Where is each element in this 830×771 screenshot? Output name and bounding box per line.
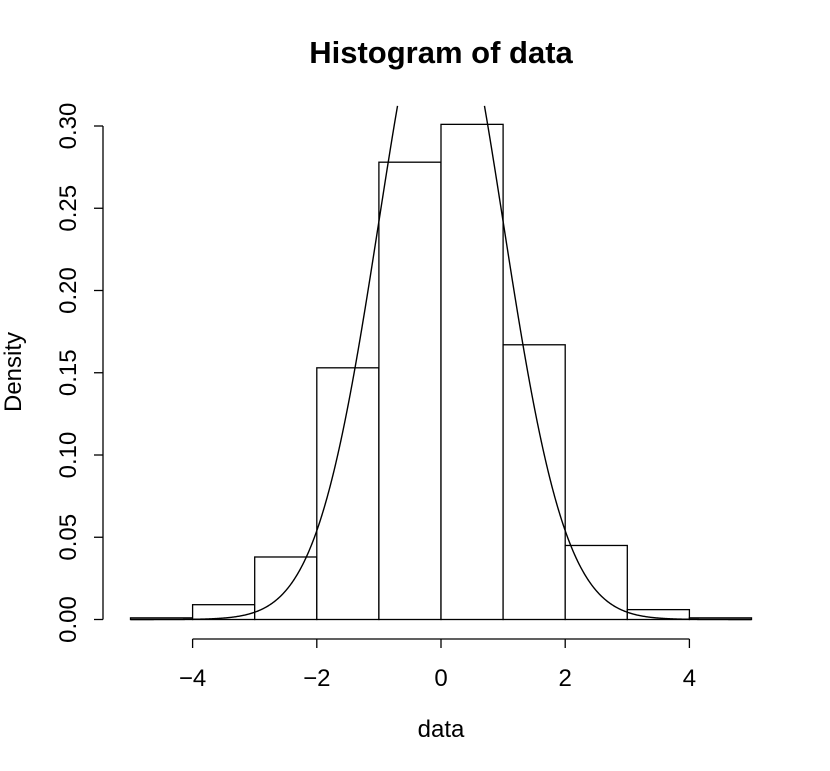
x-tick-label-2: 0 <box>434 665 447 692</box>
histogram-bar-6 <box>502 344 566 621</box>
x-tick-label-1: −2 <box>303 665 330 692</box>
y-tick-label-5: 0.25 <box>55 185 82 232</box>
y-axis-label: Density <box>0 332 27 412</box>
y-tick-label-2: 0.10 <box>55 432 82 479</box>
x-axis-label: data <box>418 716 465 743</box>
histogram-bar-8 <box>626 608 691 621</box>
x-tick-label-0: −4 <box>179 665 206 692</box>
y-tick-label-3: 0.15 <box>55 349 82 396</box>
histogram-bar-4 <box>378 161 442 621</box>
y-tick-label-1: 0.05 <box>55 514 82 561</box>
normal-density-curve <box>130 105 752 621</box>
chart-title: Histogram of data <box>309 35 573 70</box>
y-tick-label-4: 0.20 <box>55 267 82 314</box>
histogram-bar-5 <box>440 123 504 621</box>
y-tick-label-0: 0.00 <box>55 596 82 643</box>
x-tick-label-3: 2 <box>559 665 572 692</box>
x-tick-label-4: 4 <box>683 665 696 692</box>
y-tick-label-6: 0.30 <box>55 103 82 150</box>
x-axis: −4 −2 0 2 4 <box>179 638 696 692</box>
histogram-bar-2 <box>254 556 318 621</box>
y-axis: 0.00 0.05 0.10 0.15 0.20 0.25 0.30 <box>55 103 104 643</box>
histogram-bars <box>129 123 753 621</box>
histogram-bar-1 <box>191 604 256 621</box>
